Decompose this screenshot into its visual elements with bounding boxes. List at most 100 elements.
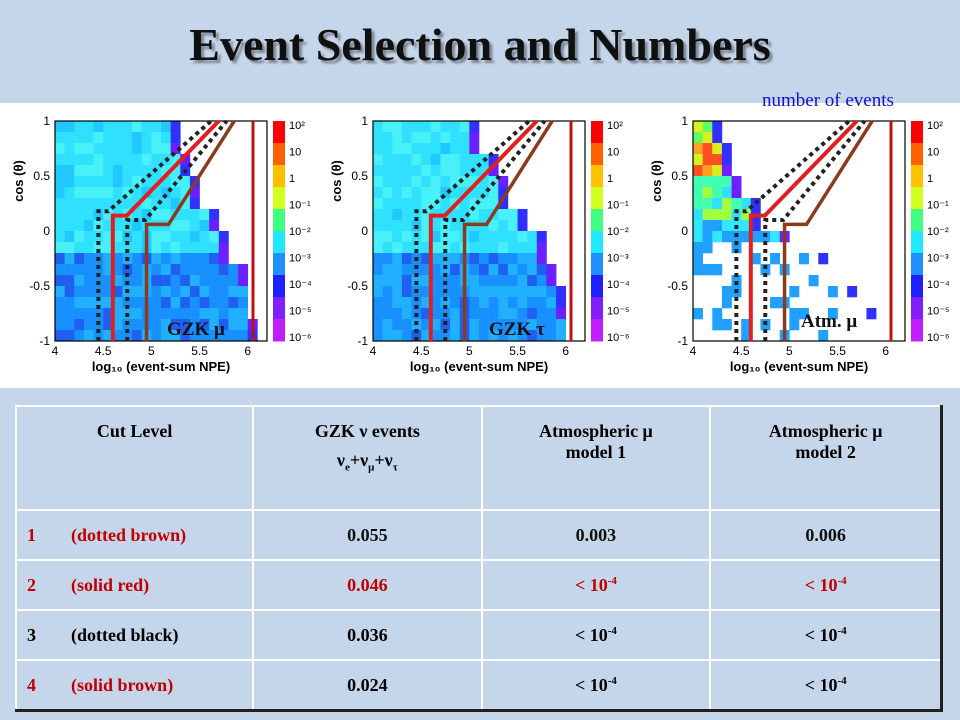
heatmap-cell bbox=[199, 308, 210, 320]
heatmap-cell bbox=[170, 242, 181, 254]
heatmap-cell bbox=[132, 143, 143, 155]
heatmap-cell bbox=[421, 143, 432, 155]
colorbar-tick-label: 10 bbox=[927, 147, 939, 159]
heatmap-cell bbox=[536, 297, 547, 309]
heatmap-cell bbox=[479, 286, 489, 298]
heatmap-cell bbox=[498, 187, 509, 199]
heatmap-cell bbox=[721, 143, 732, 155]
heatmap-cell bbox=[702, 121, 713, 133]
heatmap-cell bbox=[430, 330, 441, 342]
heatmap-cell bbox=[536, 319, 547, 331]
colorbar-segment bbox=[591, 121, 603, 144]
heatmap-cell bbox=[760, 264, 771, 276]
heatmap-cell bbox=[546, 319, 557, 331]
heatmap-cell bbox=[55, 242, 65, 254]
x-tick-label: 6 bbox=[882, 344, 889, 358]
heatmap-cell bbox=[401, 231, 412, 243]
heatmap-cell bbox=[112, 264, 123, 276]
heatmap-cell bbox=[132, 165, 143, 177]
heatmap-cell bbox=[401, 187, 412, 199]
heatmap-cell bbox=[64, 143, 75, 155]
gzk-value: 0.046 bbox=[252, 559, 483, 611]
heatmap-cell bbox=[103, 121, 114, 133]
heatmap-cell bbox=[55, 264, 65, 276]
heatmap-cell bbox=[498, 275, 509, 287]
heatmap-cell bbox=[411, 209, 422, 221]
cut-number: 1 bbox=[27, 524, 36, 545]
heatmap-cell bbox=[479, 176, 489, 188]
heatmap-cell bbox=[488, 308, 499, 320]
heatmap-cell bbox=[373, 176, 383, 188]
heatmap-cell bbox=[693, 187, 703, 199]
heatmap-cell bbox=[507, 275, 518, 287]
heatmap-cell bbox=[112, 231, 123, 243]
heatmap-cell bbox=[151, 242, 162, 254]
heatmap-cell bbox=[421, 198, 432, 210]
heatmap-cell bbox=[189, 297, 200, 309]
colorbar-tick-label: 10² bbox=[289, 120, 305, 132]
heatmap-cell bbox=[479, 275, 489, 287]
heatmap-cell bbox=[103, 275, 114, 287]
heatmap-cell bbox=[498, 198, 509, 210]
heatmap-cell bbox=[64, 264, 75, 276]
colorbar-segment bbox=[273, 253, 285, 276]
heatmap-cell bbox=[401, 286, 412, 298]
heatmap-cell bbox=[170, 165, 181, 177]
heatmap-cell bbox=[702, 220, 713, 232]
heatmap-cell bbox=[382, 286, 393, 298]
atm1-value: < 10-4 bbox=[480, 659, 712, 712]
heatmap-cell bbox=[789, 286, 800, 298]
heatmap-cell bbox=[411, 154, 422, 166]
colorbar-segment bbox=[911, 231, 923, 254]
heatmap-cell bbox=[55, 143, 65, 155]
heatmap-cell bbox=[209, 242, 220, 254]
lt-text: < 10 bbox=[804, 624, 838, 645]
y-tick-label: 0.5 bbox=[671, 169, 688, 183]
heatmap-cell bbox=[450, 176, 461, 188]
heatmap-cell bbox=[382, 297, 393, 309]
heatmap-cell bbox=[479, 264, 489, 276]
heatmap-cell bbox=[74, 121, 85, 133]
heatmap-cell bbox=[440, 330, 451, 342]
cut-line-1 bbox=[96, 119, 213, 341]
heatmap-cell bbox=[488, 297, 499, 309]
y-tick-label: 0.5 bbox=[33, 169, 50, 183]
heatmap-cell bbox=[161, 275, 171, 287]
heatmap-cell bbox=[430, 297, 441, 309]
heatmap-cell bbox=[401, 220, 412, 232]
heatmap-cell bbox=[170, 154, 181, 166]
heatmap-cell bbox=[189, 286, 200, 298]
heatmap-cell bbox=[488, 220, 499, 232]
heatmap-cell bbox=[373, 275, 383, 287]
heatmap-cell bbox=[112, 198, 123, 210]
heatmap-cell bbox=[83, 286, 94, 298]
heatmap-cell bbox=[507, 297, 518, 309]
colorbar-segment bbox=[591, 253, 603, 276]
heatmap-cell bbox=[180, 319, 191, 331]
heatmap-cell bbox=[132, 264, 143, 276]
heatmap-cell bbox=[93, 264, 104, 276]
heatmap-cell bbox=[209, 286, 220, 298]
heatmap-cell bbox=[411, 264, 422, 276]
heatmap-cell bbox=[55, 132, 65, 144]
heatmap-cell bbox=[536, 231, 547, 243]
heatmap-cell bbox=[151, 297, 162, 309]
atm1-value: < 10-4 bbox=[480, 559, 712, 611]
heatmap-cell bbox=[556, 308, 567, 320]
heatmap-cell bbox=[430, 275, 441, 287]
heatmap-cell bbox=[712, 319, 723, 331]
header-atm1-line2: model 1 bbox=[565, 442, 627, 462]
heatmap-cell bbox=[401, 132, 412, 144]
heatmap-cell bbox=[218, 242, 229, 254]
colorbar-segment bbox=[273, 231, 285, 254]
heatmap-cell bbox=[721, 231, 732, 243]
heatmap-cell bbox=[64, 275, 75, 287]
heatmap-cell bbox=[469, 154, 480, 166]
heatmap-cell bbox=[83, 165, 94, 177]
heatmap-cell bbox=[180, 231, 191, 243]
x-tick-label: 4 bbox=[690, 344, 697, 358]
heatmap-cell bbox=[712, 220, 723, 232]
heatmap-cell bbox=[74, 253, 85, 265]
colorbar-segment bbox=[273, 297, 285, 320]
